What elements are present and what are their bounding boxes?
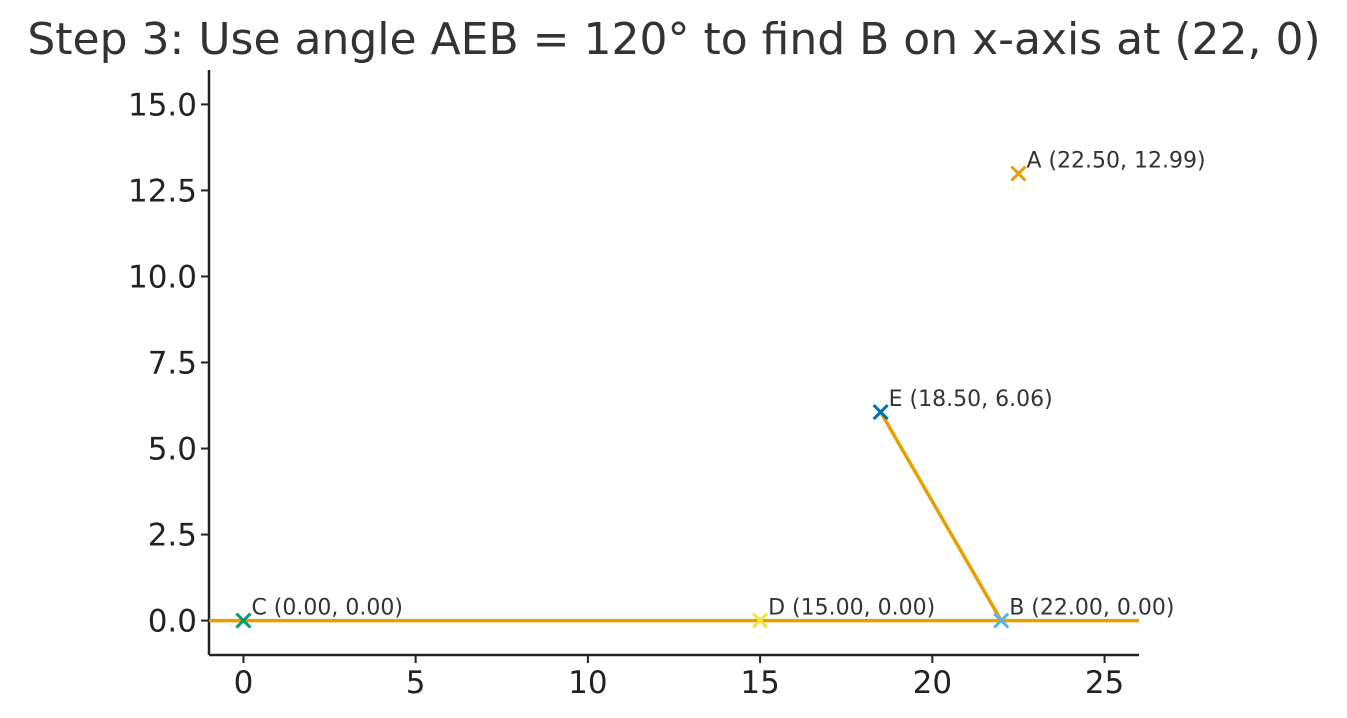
point-b-label: B (22.00, 0.00)	[1009, 596, 1174, 621]
y-tick-label: 2.5	[148, 518, 197, 554]
x-tick-label: 0	[234, 665, 254, 701]
x-tick-label: 25	[1085, 665, 1124, 701]
point-c-marker	[235, 612, 252, 629]
y-tick-label: 12.5	[128, 173, 197, 209]
y-tick-label: 10.0	[128, 259, 197, 295]
point-e-label: E (18.50, 6.06)	[889, 387, 1053, 412]
point-d-label: D (15.00, 0.00)	[768, 596, 935, 621]
point-d-marker	[752, 612, 769, 629]
x-tick-label: 20	[913, 665, 952, 701]
y-tick-label: 0.0	[148, 604, 197, 640]
x-tick-label: 5	[406, 665, 426, 701]
point-a-marker-stroke	[1010, 165, 1027, 182]
point-c-label: C (0.00, 0.00)	[251, 596, 402, 621]
x-tick-label: 10	[568, 665, 607, 701]
point-d-marker-stroke	[752, 612, 769, 629]
point-b-marker	[993, 612, 1010, 629]
y-tick-label: 15.0	[128, 87, 197, 123]
line-series-2	[879, 411, 1003, 622]
y-tick-label: 7.5	[148, 346, 197, 382]
point-b-marker-stroke	[993, 612, 1010, 629]
point-a-label: A (22.50, 12.99)	[1026, 149, 1205, 174]
y-tick-label: 5.0	[148, 432, 197, 468]
point-e-marker	[872, 403, 889, 421]
point-c-marker-stroke	[235, 612, 252, 629]
point-a-marker	[1010, 165, 1027, 182]
chart-title: Step 3: Use angle AEB = 120° to find B o…	[27, 14, 1320, 65]
point-e-marker-stroke	[872, 403, 889, 421]
plot-area: 0 5 10 15 20 25 0.0 2.5 5.0 7.5 10.0 12.5 15.0 A (22.…	[128, 70, 1206, 701]
x-tick-label: 15	[740, 665, 779, 701]
